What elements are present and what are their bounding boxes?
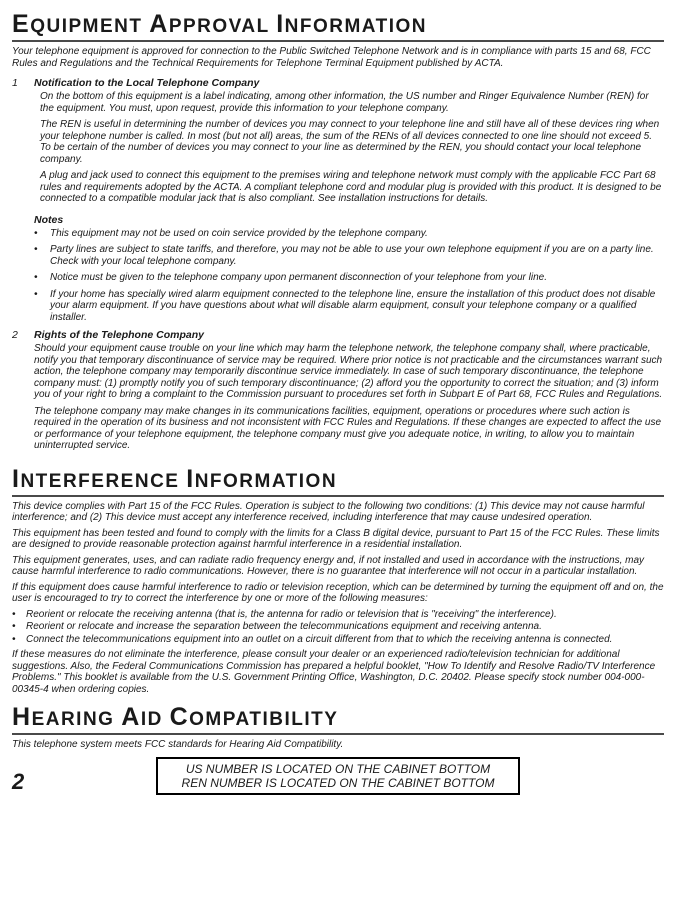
note-item: Notice must be given to the telephone co… [34,272,664,284]
hearing-heading: HEARING AID COMPATIBILITY [12,703,664,735]
interference-para: If this equipment does cause harmful int… [12,582,664,605]
interference-para: This equipment generates, uses, and can … [12,555,664,578]
bullet-item: Connect the telecommunications equipment… [12,634,664,646]
numbered-item-2: 2 Rights of the Telephone Company Should… [12,329,664,457]
box-line: REN NUMBER IS LOCATED ON THE CABINET BOT… [182,776,495,790]
notes-list: This equipment may not be used on coin s… [34,228,664,324]
interference-para: This device complies with Part 15 of the… [12,501,664,524]
para: The telephone company may make changes i… [34,406,664,452]
item-number: 1 [12,77,24,210]
equipment-heading: EQUIPMENT APPROVAL INFORMATION [12,10,664,42]
footer: 2 US NUMBER IS LOCATED ON THE CABINET BO… [12,757,664,796]
item-title: Notification to the Local Telephone Comp… [34,77,664,89]
para: A plug and jack used to connect this equ… [40,170,664,205]
para: Should your equipment cause trouble on y… [34,343,664,401]
para: The REN is useful in determining the num… [40,119,664,165]
interference-heading: INTERFERENCE INFORMATION [12,465,664,497]
note-item: If your home has specially wired alarm e… [34,289,664,324]
bullet-item: Reorient or relocate the receiving anten… [12,609,664,621]
hearing-para: This telephone system meets FCC standard… [12,739,664,751]
box-line: US NUMBER IS LOCATED ON THE CABINET BOTT… [182,762,495,776]
page-number: 2 [12,769,24,795]
notes-title: Notes [34,214,664,226]
interference-closing: If these measures do not eliminate the i… [12,649,664,695]
interference-bullets: Reorient or relocate the receiving anten… [12,609,664,646]
note-item: Party lines are subject to state tariffs… [34,244,664,267]
numbered-item-1: 1 Notification to the Local Telephone Co… [12,77,664,210]
cabinet-label-box: US NUMBER IS LOCATED ON THE CABINET BOTT… [156,757,521,796]
note-item: This equipment may not be used on coin s… [34,228,664,240]
bullet-item: Reorient or relocate and increase the se… [12,621,664,633]
equipment-intro: Your telephone equipment is approved for… [12,46,664,69]
item-title: Rights of the Telephone Company [34,329,664,341]
item-number: 2 [12,329,24,457]
interference-para: This equipment has been tested and found… [12,528,664,551]
para: On the bottom of this equipment is a lab… [40,91,664,114]
